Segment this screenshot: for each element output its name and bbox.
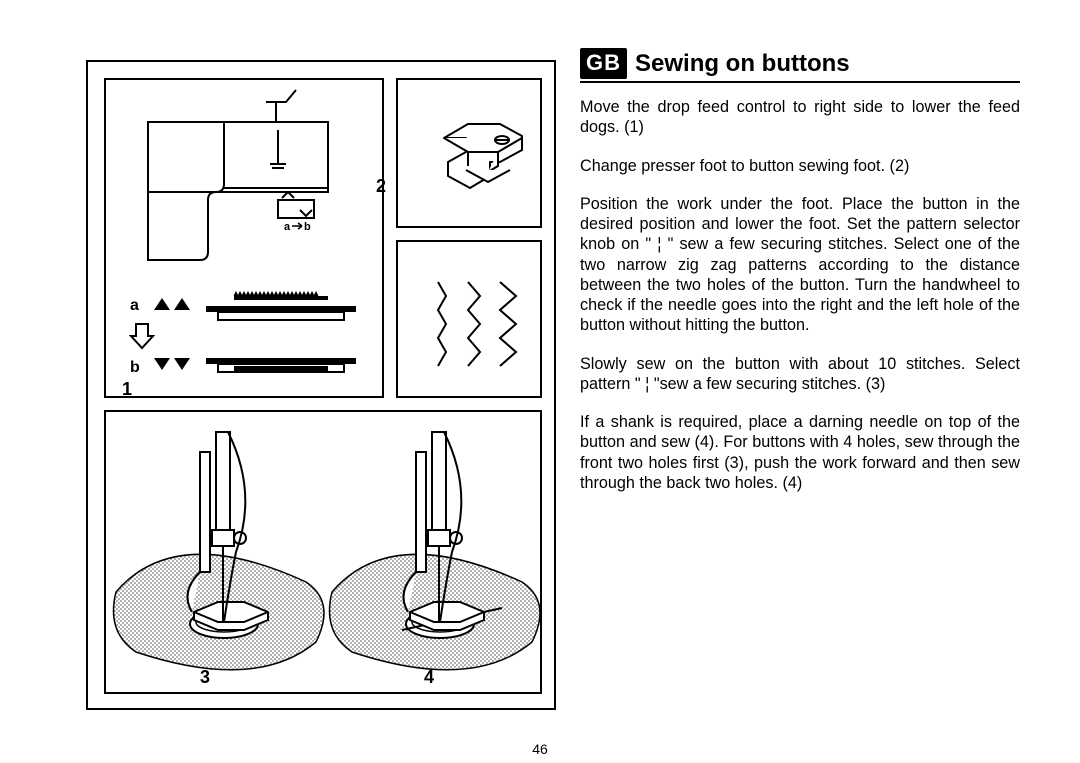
page: a b a b (0, 0, 1080, 763)
paragraph-3: Position the work under the foot. Place … (580, 194, 1020, 336)
page-title: Sewing on buttons (635, 50, 850, 78)
figure-frame: a b a b (86, 60, 556, 710)
body-text: Move the drop feed control to right side… (580, 97, 1020, 493)
fig-number-2: 2 (376, 176, 386, 197)
fig-number-1: 1 (122, 379, 132, 400)
paragraph-2: Change presser foot to button sewing foo… (580, 156, 1020, 176)
button-sew-views-icon (106, 412, 544, 696)
arm-label-a: a (284, 221, 291, 233)
zigzag-options-icon (398, 242, 544, 400)
country-badge: GB (580, 48, 627, 79)
fig-number-3: 3 (200, 667, 210, 688)
paragraph-1: Move the drop feed control to right side… (580, 97, 1020, 138)
machine-arm-icon: a b a b (106, 80, 386, 400)
heading-row: GB Sewing on buttons (580, 48, 1020, 83)
paragraph-4: Slowly sew on the button with about 10 s… (580, 354, 1020, 395)
figure-cell-34: 3 4 (104, 410, 542, 694)
row-label-a: a (130, 297, 139, 314)
row-label-b: b (130, 359, 140, 376)
figure-cell-2b (396, 240, 542, 398)
page-number: 46 (0, 741, 1080, 757)
figure-cell-1: a b a b (104, 78, 384, 398)
fig-number-4: 4 (424, 667, 434, 688)
text-column: GB Sewing on buttons Move the drop feed … (580, 48, 1020, 511)
button-foot-icon (398, 80, 544, 230)
paragraph-5: If a shank is required, place a darning … (580, 412, 1020, 493)
figure-cell-2: 2 (396, 78, 542, 228)
arm-label-b: b (304, 221, 311, 233)
